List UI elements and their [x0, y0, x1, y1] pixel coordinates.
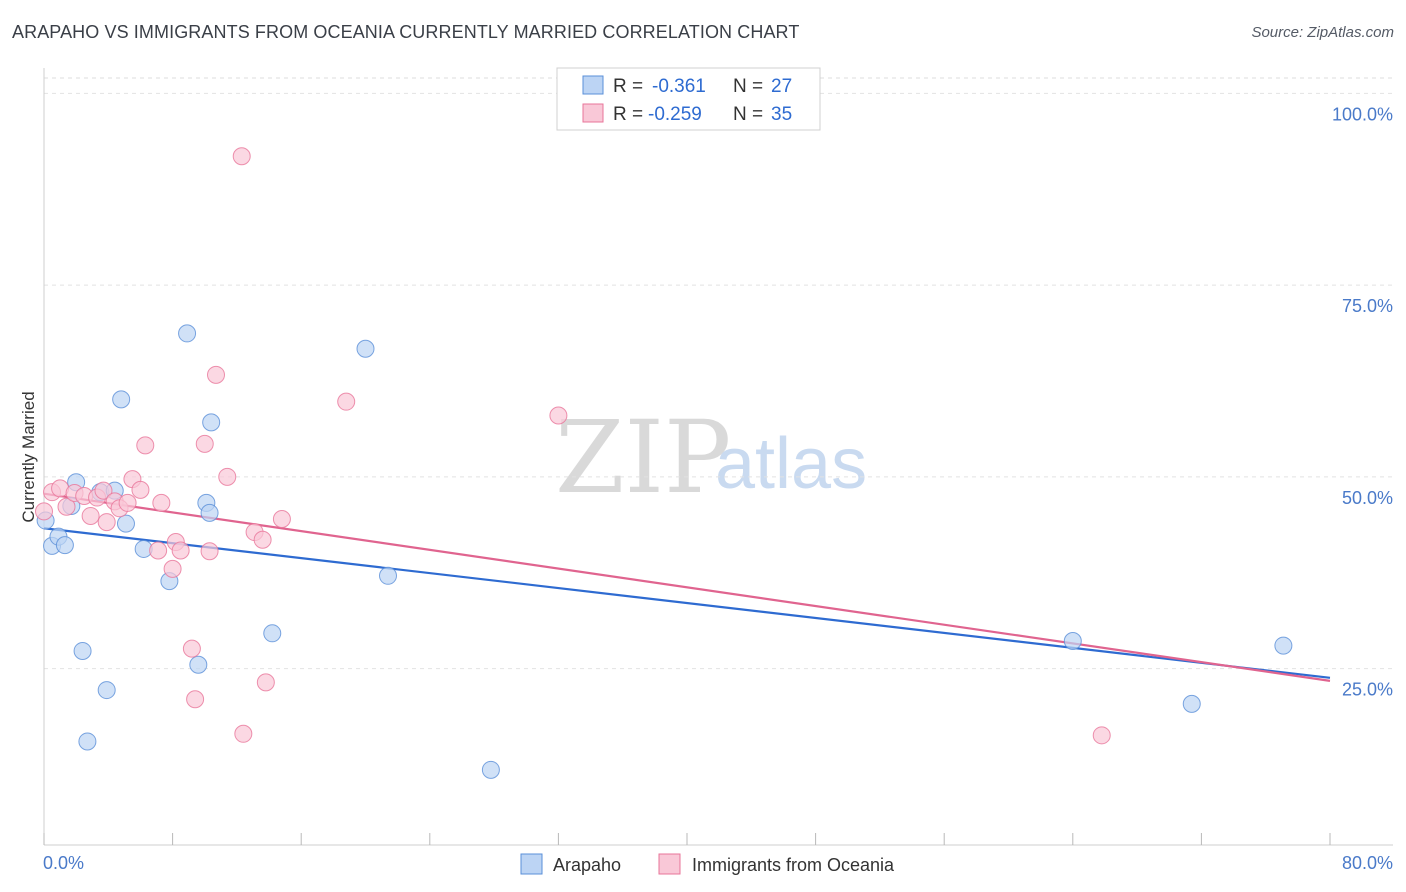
y-tick-label: 100.0% [1332, 104, 1393, 124]
data-point-oceania [549, 406, 568, 425]
data-point-arapaho [1182, 694, 1201, 713]
data-point-oceania [337, 392, 356, 411]
data-point-oceania [195, 434, 214, 453]
data-point-arapaho [1063, 631, 1082, 650]
y-axis-title: Currently Married [19, 391, 38, 522]
data-point-oceania [57, 497, 76, 516]
x-tick-label-max: 80.0% [1342, 853, 1393, 873]
data-point-oceania [171, 541, 190, 560]
legend-r-value: -0.259 [648, 104, 702, 125]
series-legend: Arapaho Immigrants from Oceania [520, 853, 895, 875]
trend-line-arapaho [43, 527, 1331, 679]
y-tick-label: 50.0% [1342, 488, 1393, 508]
data-point-arapaho [379, 566, 398, 585]
data-point-oceania [35, 502, 53, 521]
data-point-oceania [200, 542, 219, 561]
data-point-oceania [186, 690, 205, 709]
legend-r-label: R = [613, 76, 643, 97]
gridlines [44, 77, 1393, 670]
data-point-oceania [253, 530, 272, 549]
chart-title: ARAPAHO VS IMMIGRANTS FROM OCEANIA CURRE… [12, 22, 800, 42]
data-point-oceania [272, 510, 291, 529]
data-point-oceania [81, 506, 100, 525]
data-point-arapaho [481, 760, 500, 779]
data-point-oceania [1092, 726, 1111, 745]
data-point-oceania [207, 365, 226, 384]
data-point-arapaho [78, 732, 97, 751]
data-point-oceania [182, 639, 201, 658]
x-tick-label-min: 0.0% [43, 853, 84, 873]
legend-swatch-oceania [582, 103, 604, 123]
watermark-atlas: atlas [715, 424, 867, 504]
data-point-oceania [256, 673, 275, 692]
legend-r-label: R = [613, 104, 643, 125]
bottom-legend-swatch-arapaho [520, 853, 543, 875]
bottom-legend-label-oceania: Immigrants from Oceania [692, 855, 895, 875]
data-point-arapaho [189, 655, 208, 674]
data-point-arapaho [356, 339, 375, 358]
data-point-arapaho [263, 624, 282, 643]
data-point-arapaho [202, 413, 221, 432]
data-point-oceania [131, 480, 150, 499]
legend-n-value: 27 [771, 76, 792, 97]
data-point-oceania [149, 541, 168, 560]
data-point-arapaho [112, 390, 131, 409]
data-point-oceania [234, 724, 253, 743]
watermark-zip: ZIP [555, 399, 731, 516]
data-point-oceania [97, 513, 116, 532]
data-point-oceania [94, 481, 113, 500]
data-point-arapaho [116, 514, 135, 533]
legend-n-value: 35 [771, 104, 792, 125]
data-point-oceania [152, 493, 171, 512]
axes: 25.0% 50.0% 75.0% 100.0% [43, 68, 1393, 846]
trend-line-oceania [43, 492, 1331, 682]
y-tick-label: 25.0% [1342, 680, 1393, 700]
data-point-oceania [136, 436, 155, 455]
data-point-arapaho [55, 536, 74, 555]
legend-swatch-arapaho [582, 75, 604, 95]
legend-n-label: N = [733, 104, 763, 125]
data-point-oceania [163, 559, 182, 578]
correlation-legend: R = -0.361 N = 27 R = -0.259 N = 35 [556, 67, 821, 131]
data-point-arapaho [97, 681, 116, 700]
watermark: ZIP atlas [555, 399, 867, 516]
bottom-legend-swatch-oceania [658, 853, 681, 875]
legend-n-label: N = [733, 76, 763, 97]
trend-lines [43, 492, 1331, 682]
legend-r-value: -0.361 [652, 76, 706, 97]
data-point-oceania [232, 147, 251, 166]
data-point-arapaho [200, 503, 219, 522]
source-credit: Source: ZipAtlas.com [1251, 24, 1394, 41]
data-points [35, 147, 1293, 779]
y-tick-label: 75.0% [1342, 296, 1393, 316]
data-point-arapaho [178, 324, 197, 343]
data-point-oceania [218, 467, 237, 486]
data-point-oceania [118, 493, 137, 512]
data-point-arapaho [73, 641, 92, 660]
data-point-arapaho [1274, 636, 1293, 655]
bottom-legend-label-arapaho: Arapaho [553, 855, 621, 875]
